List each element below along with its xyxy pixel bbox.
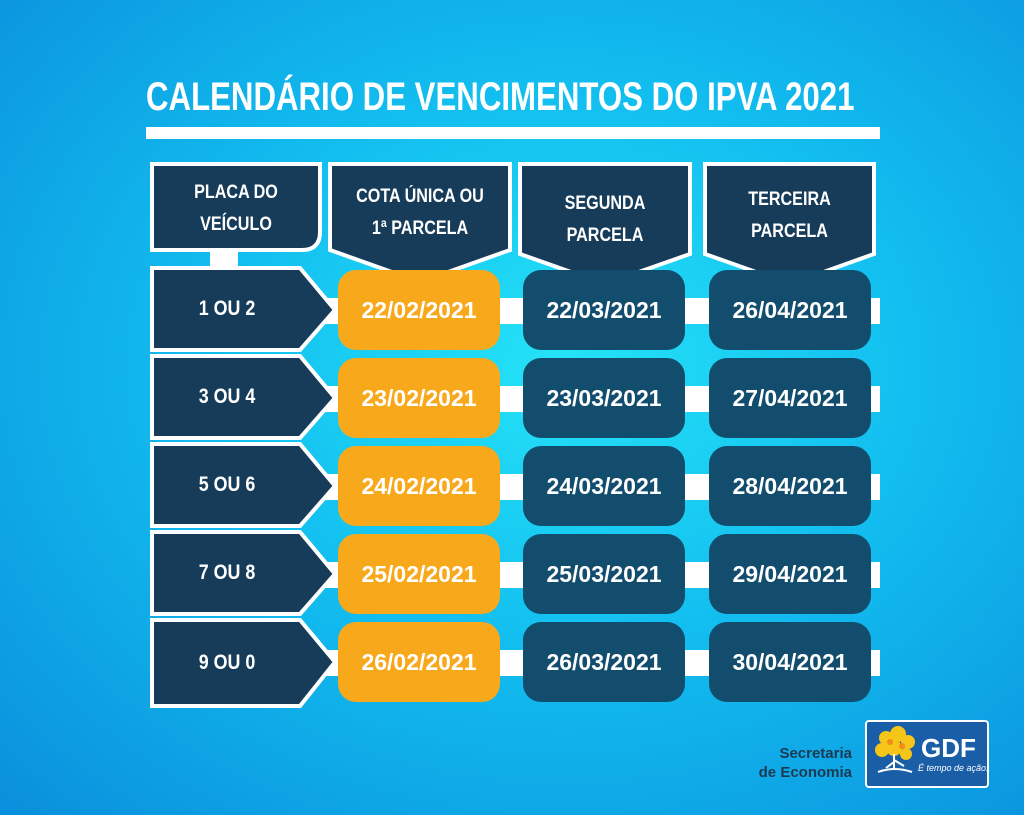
third-header-line1: TERCEIRA <box>748 189 831 210</box>
gdf-tree-logo-icon <box>875 726 915 773</box>
first-header-line1: COTA ÚNICA OU <box>356 186 484 207</box>
third-installment-date: 28/04/2021 <box>732 472 848 499</box>
first-date-cell <box>338 622 500 702</box>
first-header-line2: 1ª PARCELA <box>371 218 469 239</box>
first-installment-date: 23/02/2021 <box>361 384 477 411</box>
third-date-cell <box>709 622 871 702</box>
third-installment-date: 29/04/2021 <box>732 560 848 587</box>
gdf-logo-text: GDF <box>921 733 976 763</box>
plate-label: 3 OU 4 <box>198 385 256 408</box>
first-date-cell <box>338 358 500 438</box>
first-installment-date: 25/02/2021 <box>361 560 477 587</box>
plate-label: 5 OU 6 <box>198 473 256 496</box>
second-date-cell <box>523 446 685 526</box>
third-date-cell <box>709 534 871 614</box>
second-date-cell <box>523 622 685 702</box>
third-installment-date: 30/04/2021 <box>732 648 848 675</box>
first-date-cell <box>338 270 500 350</box>
secretaria-line1: Secretaria <box>779 745 852 762</box>
second-installment-date: 26/03/2021 <box>546 648 662 675</box>
plate-row-box <box>150 530 338 616</box>
gdf-logo-tagline: É tempo de ação. <box>918 763 989 773</box>
secretaria-label: Secretaria de Economia <box>740 744 852 782</box>
plate-header-box <box>150 162 322 252</box>
first-header-label: COTA ÚNICA OU 1ª PARCELA <box>344 172 497 254</box>
plate-row-box <box>150 442 338 528</box>
second-installment-date: 24/03/2021 <box>546 472 662 499</box>
first-installment-date: 24/02/2021 <box>361 472 477 499</box>
second-date-cell <box>523 358 685 438</box>
plate-label: 9 OU 0 <box>198 651 256 674</box>
plate-header-line2: VEÍCULO <box>200 214 272 235</box>
second-header-box <box>518 162 692 287</box>
plate-header-label: PLACA DO VEÍCULO <box>165 170 308 248</box>
plate-label: 1 OU 2 <box>198 297 256 320</box>
third-header-line2: PARCELA <box>751 221 828 242</box>
first-header-box <box>328 162 512 285</box>
first-installment-date: 26/02/2021 <box>361 648 477 675</box>
third-installment-date: 26/04/2021 <box>732 296 848 323</box>
second-header-line2: PARCELA <box>566 225 644 246</box>
first-installment-date: 22/02/2021 <box>361 296 477 323</box>
second-header-label: SEGUNDA PARCELA <box>533 184 678 256</box>
second-date-cell <box>523 270 685 350</box>
third-date-cell <box>709 270 871 350</box>
first-date-cell <box>338 534 500 614</box>
third-installment-date: 27/04/2021 <box>732 384 848 411</box>
plate-header-line1: PLACA DO <box>194 182 278 203</box>
title-underline <box>146 127 880 139</box>
third-date-cell <box>709 358 871 438</box>
plate-label: 7 OU 8 <box>198 561 256 584</box>
plate-row-box <box>150 618 338 708</box>
plate-row-box <box>150 354 338 440</box>
third-header-box <box>703 162 876 287</box>
first-date-cell <box>338 446 500 526</box>
second-installment-date: 25/03/2021 <box>546 560 662 587</box>
second-header-line1: SEGUNDA <box>564 193 646 214</box>
second-installment-date: 22/03/2021 <box>546 296 662 323</box>
plate-row-box <box>150 266 338 352</box>
third-header-label: TERCEIRA PARCELA <box>718 180 862 252</box>
second-installment-date: 23/03/2021 <box>546 384 662 411</box>
third-date-cell <box>709 446 871 526</box>
second-date-cell <box>523 534 685 614</box>
secretaria-line2: de Economia <box>758 764 852 781</box>
